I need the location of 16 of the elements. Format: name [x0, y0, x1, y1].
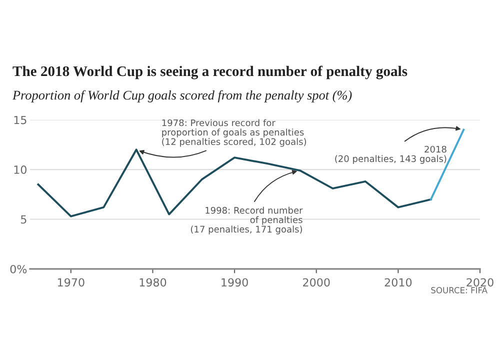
y-tick-label: 10 — [14, 166, 26, 174]
y-tick-label: 15 — [14, 116, 26, 124]
annotation: 2018 (20 penalties, 143 goals) — [335, 146, 446, 164]
chart-title: The 2018 World Cup is seeing a record number of penalty goals — [12, 66, 408, 80]
x-tick-label: 1980 — [140, 278, 166, 287]
y-tick-label: 5 — [21, 215, 26, 224]
annotation: 1978: Previous record for proportion of goals as penalties (12 penalties scored, 102 goals) — [162, 119, 306, 147]
x-tick-label: 1970 — [58, 278, 84, 287]
x-tick-label: 1990 — [222, 278, 248, 287]
annotation: 1998: Record number of penalties (17 penalties, 171 goals) — [190, 206, 303, 234]
source-note: SOURCE: FIFA — [431, 287, 488, 294]
y-tick-label: 0% — [10, 264, 27, 274]
x-tick-label: 2000 — [303, 278, 330, 287]
x-tick-label: 2020 — [466, 278, 494, 287]
x-tick-label: 2010 — [384, 278, 412, 287]
chart-subtitle: Proportion of World Cup goals scored from the penalty spot (%) — [12, 90, 352, 102]
